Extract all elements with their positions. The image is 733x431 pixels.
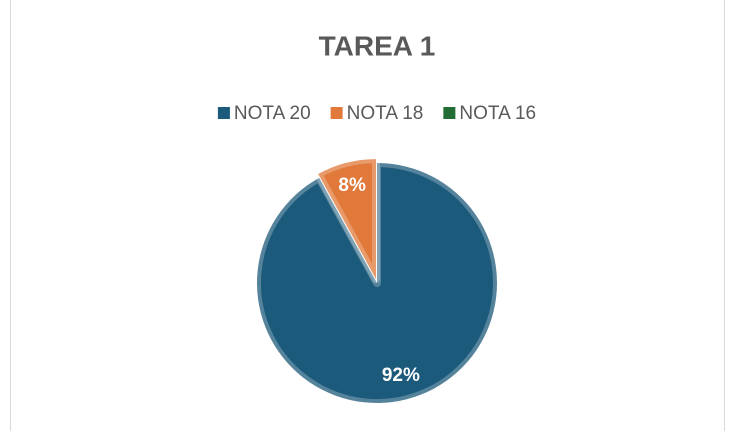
legend-swatch bbox=[217, 107, 230, 119]
legend-label: NOTA 16 bbox=[459, 103, 536, 124]
legend-label: NOTA 20 bbox=[234, 103, 311, 124]
legend: NOTA 20 NOTA 18 NOTA 16 bbox=[217, 103, 536, 124]
data-label: 8% bbox=[338, 175, 366, 196]
legend-label: NOTA 18 bbox=[347, 103, 424, 124]
pie-slice bbox=[314, 155, 381, 284]
data-label: 92% bbox=[382, 365, 420, 386]
legend-swatch bbox=[330, 107, 343, 119]
pie-slice bbox=[253, 159, 501, 407]
legend-swatch bbox=[443, 107, 456, 119]
chart-title: TAREA 1 bbox=[319, 30, 436, 61]
